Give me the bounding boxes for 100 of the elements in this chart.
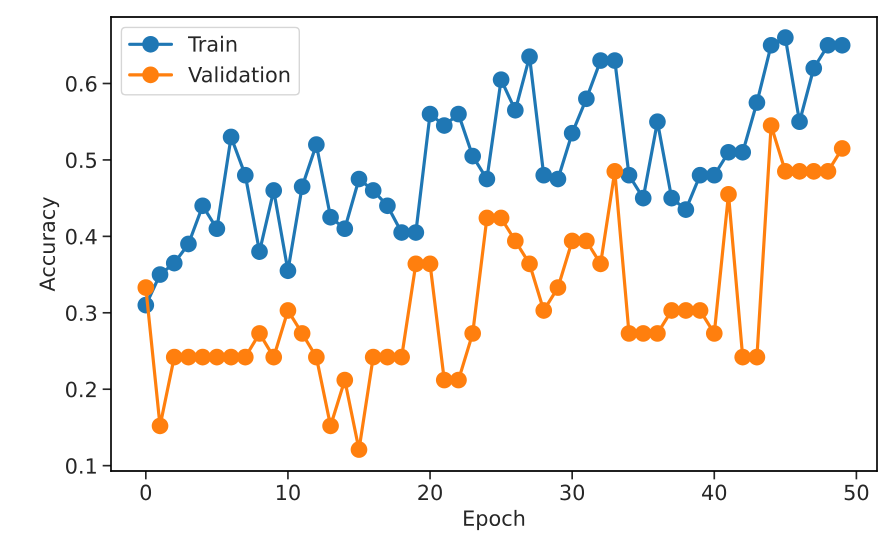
point	[620, 166, 638, 184]
point	[450, 106, 467, 122]
point	[308, 136, 325, 153]
point	[350, 441, 368, 458]
point	[194, 197, 211, 214]
point	[805, 163, 822, 180]
point	[720, 144, 737, 161]
x-tick-label: 40	[702, 484, 726, 500]
point	[464, 325, 482, 342]
x-axis-title: Epoch	[464, 510, 524, 530]
point	[208, 348, 226, 366]
point	[649, 325, 666, 342]
point	[265, 182, 282, 199]
point	[450, 372, 467, 388]
point	[834, 36, 851, 54]
point	[166, 254, 183, 272]
point	[506, 232, 524, 250]
x-tick-label: 0	[140, 484, 152, 500]
x-tick-label: 20	[418, 484, 442, 500]
point	[251, 325, 268, 342]
point	[678, 302, 694, 319]
point	[492, 210, 510, 226]
point	[634, 190, 652, 206]
point	[578, 232, 595, 250]
point	[762, 117, 780, 134]
legend-label: Train	[188, 36, 236, 52]
point	[820, 36, 836, 54]
point	[734, 348, 752, 366]
point	[180, 236, 197, 252]
point	[506, 102, 524, 119]
point	[336, 220, 354, 238]
point	[734, 144, 752, 161]
point	[820, 163, 836, 180]
point	[294, 325, 310, 342]
point	[706, 166, 723, 184]
point	[478, 170, 496, 188]
point	[777, 163, 794, 180]
point	[152, 266, 168, 283]
x-tick-label: 30	[560, 484, 584, 500]
y-tick-label: 0.6	[66, 76, 96, 92]
point	[564, 232, 580, 250]
point	[422, 106, 438, 122]
y-tick-label: 0.5	[66, 152, 96, 168]
point	[236, 348, 254, 366]
point	[350, 170, 368, 188]
point	[265, 348, 282, 366]
point	[222, 348, 240, 366]
point	[535, 302, 552, 319]
legend-label: Validation	[188, 66, 290, 82]
point	[364, 348, 382, 366]
point	[620, 325, 638, 342]
point	[692, 302, 708, 319]
point	[322, 208, 339, 226]
y-tick-label: 0.2	[66, 382, 96, 398]
point	[364, 182, 382, 199]
point	[492, 71, 510, 88]
point	[393, 224, 410, 241]
point	[336, 372, 354, 388]
point	[663, 190, 680, 206]
point	[535, 166, 552, 184]
point	[280, 262, 296, 280]
point	[436, 372, 453, 388]
point	[322, 418, 339, 434]
y-tick-label: 0.1	[66, 458, 96, 474]
point	[478, 210, 496, 226]
point	[762, 36, 780, 54]
point	[408, 256, 424, 272]
y-tick-label: 0.3	[66, 305, 96, 321]
point	[308, 348, 325, 366]
point	[408, 224, 424, 241]
point	[578, 90, 595, 108]
point	[393, 348, 410, 366]
point	[748, 348, 766, 366]
point	[550, 279, 566, 296]
point	[706, 325, 723, 342]
point	[834, 140, 851, 157]
point	[236, 166, 254, 184]
point	[692, 166, 708, 184]
point	[678, 201, 694, 218]
point	[606, 52, 624, 69]
point	[564, 124, 580, 142]
point	[649, 113, 666, 130]
point	[436, 117, 453, 134]
x-tick-label: 10	[276, 484, 300, 500]
point	[180, 348, 197, 366]
y-axis-title: Accuracy	[40, 197, 60, 292]
point	[208, 220, 226, 238]
x-tick-label: 50	[844, 484, 868, 500]
point	[152, 418, 168, 434]
point	[422, 256, 438, 272]
point	[379, 348, 396, 366]
point	[251, 243, 268, 260]
point	[748, 94, 766, 111]
point	[777, 29, 794, 46]
point	[550, 170, 566, 188]
point	[194, 348, 211, 366]
point	[379, 197, 396, 214]
point	[592, 52, 609, 69]
point	[592, 256, 609, 272]
point	[294, 178, 310, 196]
